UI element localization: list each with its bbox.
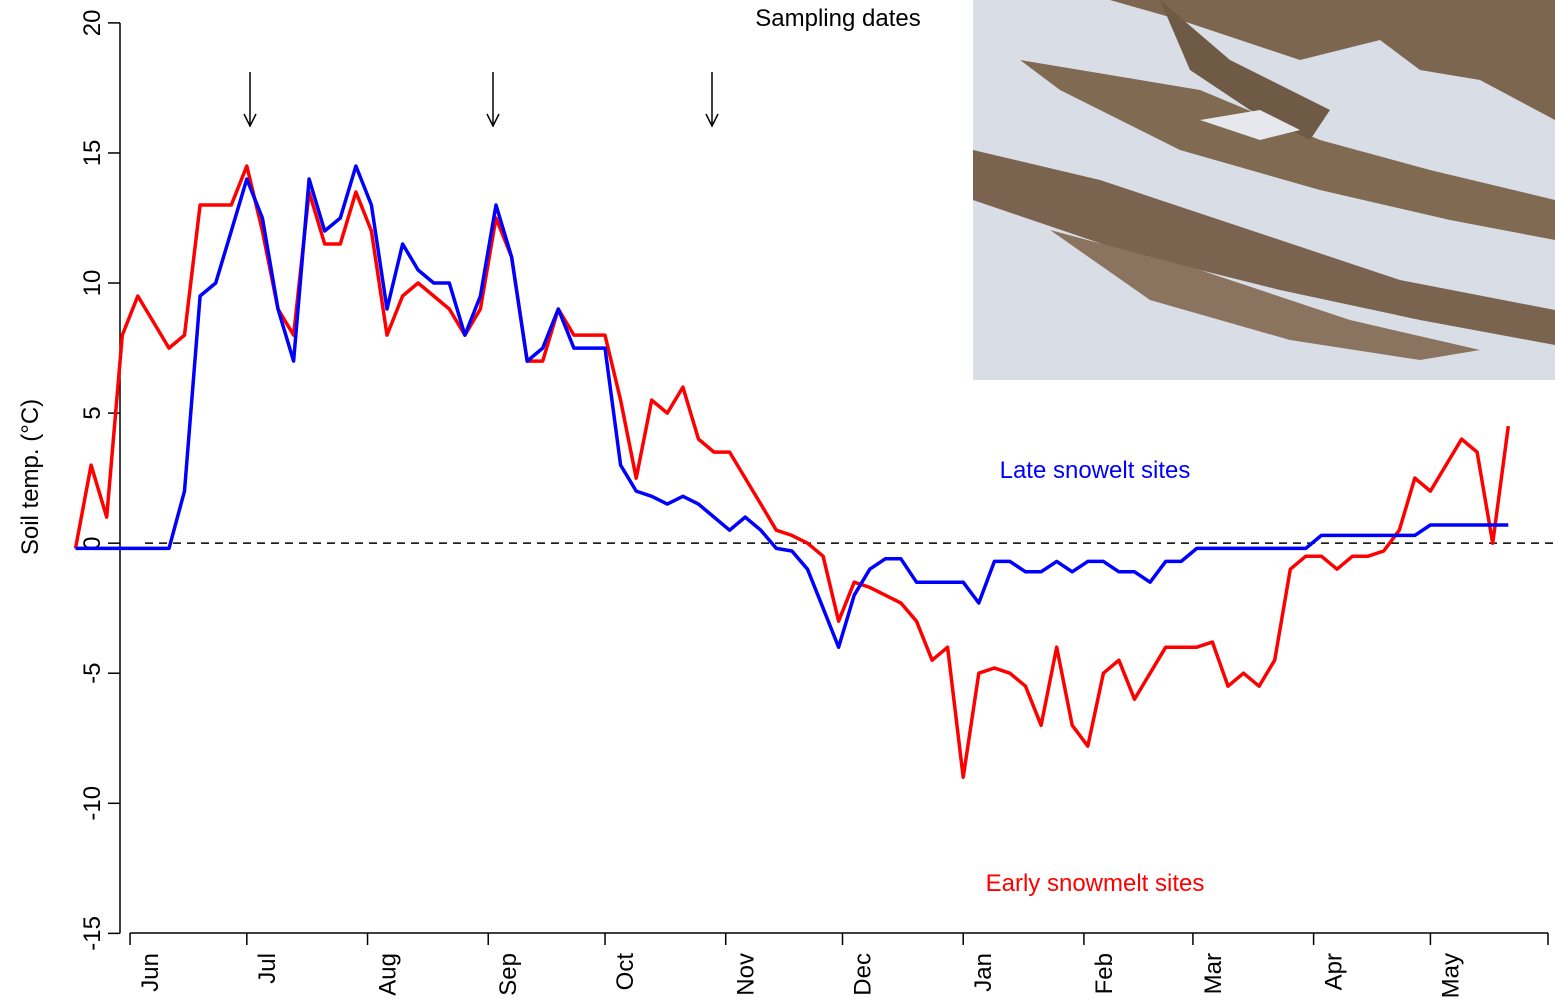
y-axis-label: Soil temp. (°C) [17, 399, 44, 555]
x-tick-label: May [1437, 953, 1464, 998]
x-tick-label: Apr [1321, 953, 1348, 990]
y-tick-label: -10 [79, 786, 106, 821]
x-tick-label: Jan [970, 953, 997, 992]
y-tick-label: 5 [79, 406, 106, 419]
x-tick-label: Aug [375, 953, 402, 996]
x-tick-label: Oct [612, 953, 639, 991]
y-tick-label: 10 [79, 270, 106, 297]
annotation-sampling: Sampling dates [755, 5, 920, 32]
x-tick-label: Jul [254, 953, 281, 984]
x-tick-label: Mar [1200, 953, 1227, 994]
x-tick-label: Dec [850, 953, 877, 996]
annotation-late: Late snowelt sites [1000, 457, 1191, 484]
y-tick-label: -15 [79, 916, 106, 951]
y-tick-label: 15 [79, 140, 106, 167]
x-tick-label: Feb [1091, 953, 1118, 994]
photo-inset [973, 0, 1555, 380]
annotation-early: Early snowmelt sites [986, 870, 1205, 897]
x-tick-label: Sep [495, 953, 522, 996]
x-tick-label: Jun [137, 953, 164, 992]
sampling-arrows [244, 72, 718, 126]
chart: -15-10-505101520JunJulAugSepOctNovDecJan… [0, 0, 1555, 1001]
x-tick-label: Nov [733, 953, 760, 996]
y-tick-label: -5 [79, 663, 106, 684]
y-tick-label: 20 [79, 10, 106, 37]
